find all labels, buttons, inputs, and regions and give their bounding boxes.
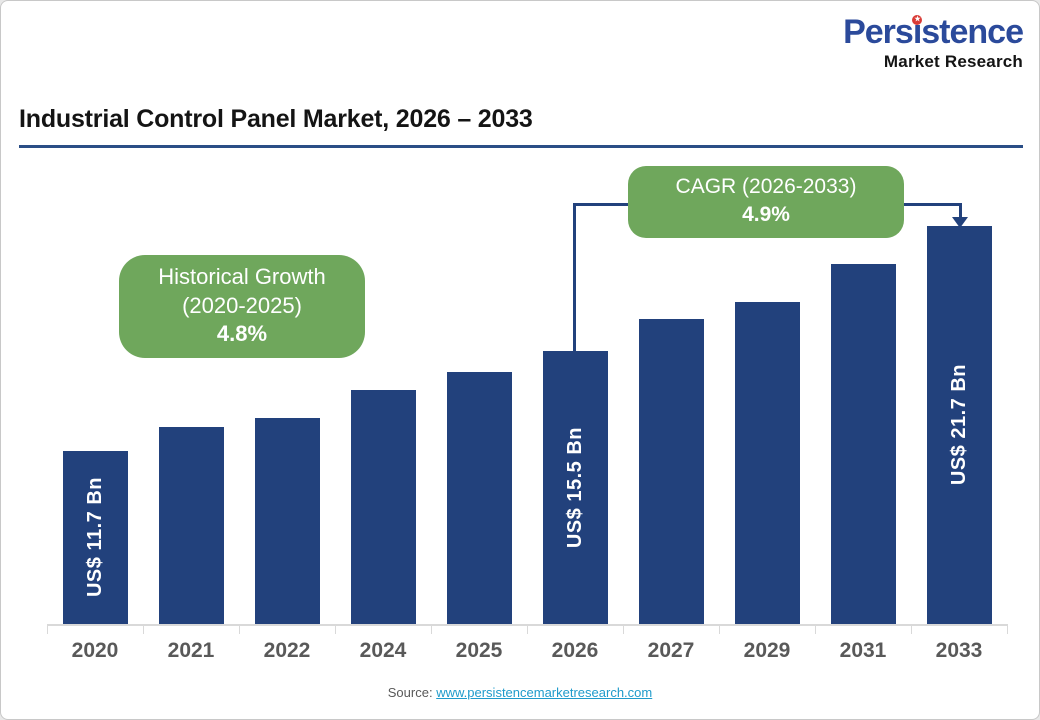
title-underline bbox=[19, 145, 1023, 148]
x-axis-tick bbox=[719, 624, 720, 634]
x-tick-label-2027: 2027 bbox=[647, 639, 695, 662]
bar-2021 bbox=[158, 427, 224, 624]
x-axis-tick bbox=[1007, 624, 1008, 634]
source-prefix: Source: bbox=[387, 685, 433, 700]
logo-star-dot-icon: ★ bbox=[912, 15, 923, 25]
page-title: Industrial Control Panel Market, 2026 – … bbox=[19, 105, 533, 133]
x-axis-tick bbox=[47, 624, 48, 634]
bar-slot-2026: US$ 15.5 Bn bbox=[527, 151, 623, 624]
brand-logo: Persı ★ stence Market Research bbox=[843, 13, 1024, 72]
bar-slot-2024 bbox=[335, 151, 431, 624]
x-tick-label-2033: 2033 bbox=[935, 639, 983, 662]
bar-slot-2033: US$ 21.7 Bn bbox=[911, 151, 1007, 624]
x-tick-label-2031: 2031 bbox=[839, 639, 887, 662]
x-tick-label-2029: 2029 bbox=[743, 639, 791, 662]
bar-2031 bbox=[830, 264, 896, 624]
source-line: Source: www.persistencemarketresearch.co… bbox=[1, 685, 1039, 700]
cagr-callout: CAGR (2026-2033) 4.9% bbox=[628, 166, 904, 238]
bar-slot-2022 bbox=[239, 151, 335, 624]
logo-letter-i: ı ★ bbox=[912, 13, 923, 51]
cagr-line1: CAGR (2026-2033) bbox=[675, 175, 857, 198]
x-axis-tick bbox=[815, 624, 816, 634]
x-axis-tick bbox=[527, 624, 528, 634]
bar-slot-2031 bbox=[815, 151, 911, 624]
bar-2024 bbox=[350, 390, 416, 624]
bar-2033: US$ 21.7 Bn bbox=[926, 226, 992, 624]
bar-value-label-2020: US$ 11.7 Bn bbox=[83, 477, 106, 598]
cagr-connector-right-horizontal bbox=[902, 203, 962, 206]
bar-2025 bbox=[446, 372, 512, 624]
x-axis-tick bbox=[239, 624, 240, 634]
source-link[interactable]: www.persistencemarketresearch.com bbox=[436, 685, 653, 700]
x-tick-label-2020: 2020 bbox=[71, 639, 119, 662]
historical-growth-line2: (2020-2025) bbox=[182, 292, 302, 318]
plot-area: US$ 11.7 Bn US$ 15.5 Bn US$ 21.7 Bn bbox=[47, 151, 1007, 624]
x-tick-label-2024: 2024 bbox=[359, 639, 407, 662]
historical-growth-line1: Historical Growth bbox=[158, 264, 326, 289]
historical-growth-callout: Historical Growth (2020-2025) 4.8% bbox=[119, 255, 365, 358]
x-axis-tick bbox=[143, 624, 144, 634]
x-axis-ticks bbox=[47, 624, 1008, 634]
bar-slot-2021 bbox=[143, 151, 239, 624]
brand-tagline: Market Research bbox=[883, 51, 1023, 71]
x-tick-label-2026: 2026 bbox=[551, 639, 599, 662]
bar-2029 bbox=[734, 302, 800, 624]
cagr-connector-left-horizontal bbox=[573, 203, 633, 206]
x-tick-label-2021: 2021 bbox=[167, 639, 215, 662]
x-axis-tick bbox=[623, 624, 624, 634]
bar-slot-2025 bbox=[431, 151, 527, 624]
x-tick-label-2022: 2022 bbox=[263, 639, 311, 662]
bar-slot-2029 bbox=[719, 151, 815, 624]
cagr-connector-left-vertical bbox=[573, 203, 576, 351]
bar-slot-2027 bbox=[623, 151, 719, 624]
bar-2026: US$ 15.5 Bn bbox=[542, 351, 608, 624]
bar-2027 bbox=[638, 319, 704, 624]
cagr-arrowhead-icon bbox=[952, 217, 968, 228]
bar-value-label-2033: US$ 21.7 Bn bbox=[947, 364, 970, 486]
x-axis-tick bbox=[335, 624, 336, 634]
bar-slot-2020: US$ 11.7 Bn bbox=[47, 151, 143, 624]
brand-name: Persı ★ stence bbox=[843, 13, 1024, 51]
x-axis-tick bbox=[431, 624, 432, 634]
bar-2020: US$ 11.7 Bn bbox=[62, 451, 128, 624]
historical-growth-value: 4.8% bbox=[216, 321, 268, 347]
x-tick-label-2025: 2025 bbox=[455, 639, 503, 662]
cagr-connector-right-vertical bbox=[959, 203, 962, 219]
bar-2022 bbox=[254, 418, 320, 624]
cagr-value: 4.9% bbox=[742, 203, 790, 227]
x-axis-labels: 2020 2021 2022 2024 2025 2026 2027 2029 2031 2033 bbox=[47, 639, 1007, 663]
bar-value-label-2026: US$ 15.5 Bn bbox=[563, 426, 586, 549]
x-axis-tick bbox=[911, 624, 912, 634]
bar-chart: Historical Growth (2020-2025) 4.8% CAGR … bbox=[1, 151, 1039, 681]
